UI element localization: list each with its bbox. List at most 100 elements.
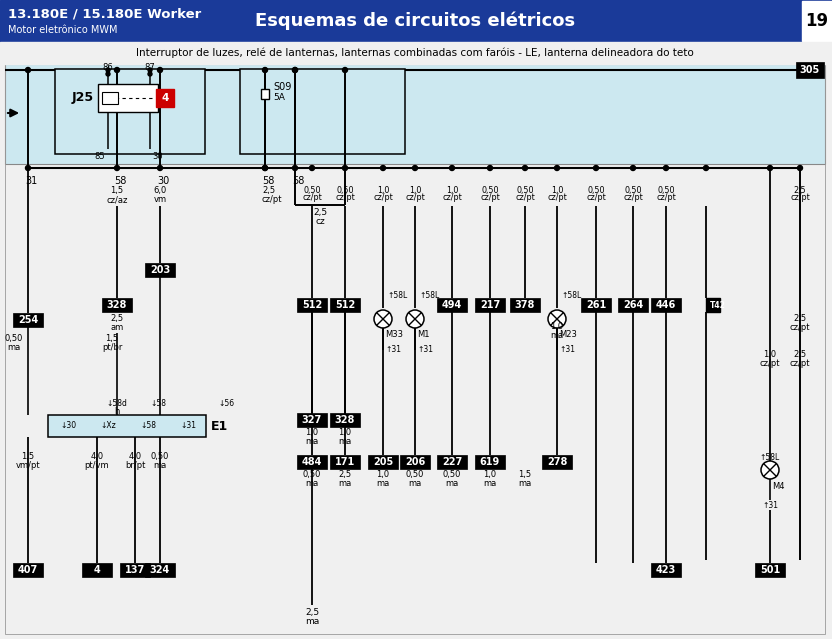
Text: 4,0: 4,0 [91,452,103,461]
Text: cz/pt: cz/pt [656,194,676,203]
Circle shape [554,166,559,171]
Bar [475,455,505,469]
Text: 407: 407 [17,565,38,575]
Text: 4,0: 4,0 [128,452,141,461]
Text: cz/pt: cz/pt [790,360,810,369]
Text: 423: 423 [656,565,676,575]
Text: 1,0: 1,0 [551,323,563,332]
Text: 327: 327 [302,415,322,425]
Text: 0,50: 0,50 [5,334,23,343]
Bar [261,89,269,99]
Text: Interruptor de luzes, relé de lanternas, lanternas combinadas com faróis - LE, l: Interruptor de luzes, relé de lanternas,… [136,48,694,58]
Text: J25: J25 [72,91,94,105]
Text: cz/pt: cz/pt [623,194,643,203]
Text: 328: 328 [106,300,127,310]
Text: ↑58L: ↑58L [387,291,407,300]
Circle shape [157,166,162,171]
Text: ↑58L: ↑58L [760,454,780,463]
Text: Motor eletrônico MWM: Motor eletrônico MWM [8,25,117,35]
Circle shape [798,166,803,171]
Text: 206: 206 [405,457,425,467]
Bar [55,69,205,154]
Text: cz/pt: cz/pt [302,194,322,203]
Bar [651,563,681,577]
Bar [330,413,360,427]
Circle shape [593,166,598,171]
Text: ma: ma [445,479,458,488]
Text: ↑31: ↑31 [417,346,433,355]
Text: cz/pt: cz/pt [790,194,810,203]
Text: ↓58d: ↓58d [106,399,127,408]
Text: cz/pt: cz/pt [547,194,567,203]
Circle shape [413,166,418,171]
Text: 0,50: 0,50 [443,470,461,479]
Text: 2,5: 2,5 [339,470,352,479]
Bar [330,455,360,469]
Text: ↑31: ↑31 [762,501,778,510]
Text: 2,5: 2,5 [794,314,806,323]
Text: 205: 205 [373,457,394,467]
Text: cz/pt: cz/pt [262,195,283,204]
Text: h: h [114,406,120,415]
Bar [581,298,611,312]
Bar [437,298,467,312]
Circle shape [106,72,110,76]
Circle shape [263,68,267,72]
Text: 58: 58 [292,176,305,186]
Text: ↑31: ↑31 [559,346,575,355]
Bar [755,563,785,577]
Text: 501: 501 [760,565,780,575]
Text: 2,5: 2,5 [305,608,319,617]
Text: 227: 227 [442,457,462,467]
Circle shape [343,166,348,171]
Text: 512: 512 [334,300,355,310]
Bar [475,298,505,312]
Text: cz/pt: cz/pt [373,194,393,203]
Text: 1,5: 1,5 [518,470,532,479]
Circle shape [767,166,772,171]
Text: 30: 30 [152,152,162,161]
Circle shape [704,166,709,171]
Circle shape [488,166,493,171]
Text: 305: 305 [800,65,820,75]
Text: 0,50: 0,50 [657,185,675,194]
Text: M4: M4 [772,482,785,491]
Text: cz: cz [315,217,324,226]
Text: 1,0: 1,0 [376,470,389,479]
Text: ma: ma [409,479,422,488]
Text: 1,0: 1,0 [483,470,497,479]
Text: 0,50: 0,50 [151,452,169,461]
Text: vm/pt: vm/pt [16,461,40,470]
Bar [120,563,150,577]
Text: 0,50: 0,50 [406,470,424,479]
Text: cz/pt: cz/pt [515,194,535,203]
Bar [156,89,174,107]
Circle shape [406,310,424,328]
Text: ↑58L: ↑58L [419,291,439,300]
Text: 1,0: 1,0 [339,429,352,438]
Bar [102,92,118,104]
Text: br/pt: br/pt [125,461,146,470]
Text: 2,5: 2,5 [313,208,327,217]
Text: vm: vm [153,196,166,204]
Bar [145,563,175,577]
Text: ma: ma [339,438,352,447]
Text: 0,50: 0,50 [303,470,321,479]
Text: ↓58: ↓58 [150,399,166,408]
Circle shape [522,166,527,171]
Text: ma: ma [518,479,532,488]
Text: 619: 619 [480,457,500,467]
Circle shape [631,166,636,171]
Circle shape [293,68,298,72]
Text: Esquemas de circuitos elétricos: Esquemas de circuitos elétricos [255,12,575,30]
Text: am: am [111,323,124,332]
Text: 0,50: 0,50 [481,185,498,194]
Bar [330,298,360,312]
Text: ma: ma [305,479,319,488]
Text: 13.180E / 15.180E Worker: 13.180E / 15.180E Worker [8,8,201,20]
Text: 1,5: 1,5 [111,187,124,196]
Bar [706,298,720,312]
Circle shape [293,166,298,171]
Bar [0,0,832,42]
Text: 1,0: 1,0 [446,185,458,194]
